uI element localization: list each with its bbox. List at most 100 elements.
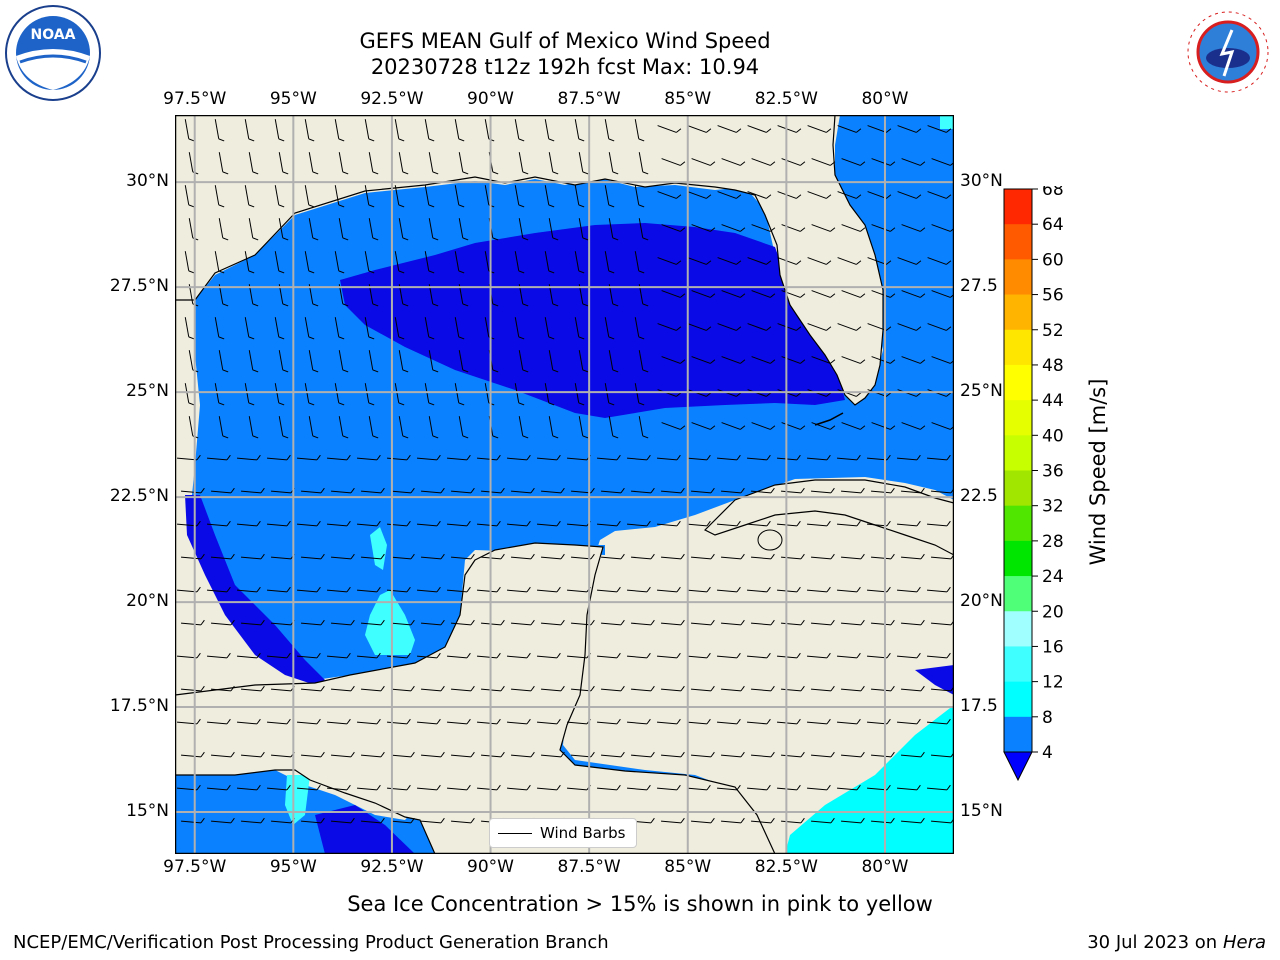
colorbar-segment-15 [1004, 716, 1032, 753]
wind-barb [214, 119, 225, 142]
x-tick-bottom-6: 82.5°W [754, 857, 818, 877]
wind-barb [871, 422, 896, 430]
wind-barb [506, 586, 531, 593]
wind-barb [896, 652, 921, 659]
wind-barb [450, 817, 475, 824]
wind-barb [690, 685, 715, 692]
wind-barb [574, 251, 585, 274]
wind-barb [604, 119, 615, 142]
wind-barb [926, 520, 951, 527]
wind-barb [266, 520, 291, 527]
wind-barb [184, 251, 195, 274]
wind-barb [180, 817, 205, 824]
wind-barb [360, 553, 385, 560]
wind-barb [716, 652, 741, 659]
wind-barb [476, 718, 501, 725]
wind-barb [536, 784, 561, 791]
wind-barb [398, 218, 409, 241]
wind-barb [836, 652, 861, 659]
wind-barb [386, 454, 411, 461]
wind-barb [424, 251, 435, 274]
low-wind-region-south [315, 805, 415, 854]
wind-barb [206, 454, 231, 461]
wind-barb [274, 185, 285, 208]
wind-barb [454, 251, 465, 274]
wind-barb [691, 158, 716, 166]
wind-barb [871, 158, 896, 166]
wind-barb [931, 356, 954, 364]
wind-barb [656, 652, 681, 659]
x-tick-bottom-1: 95°W [269, 857, 317, 877]
wind-barb [386, 718, 411, 725]
low-wind-region-north [340, 223, 845, 418]
wind-barb [638, 218, 649, 241]
colorbar-tick-label-9: 32 [1042, 497, 1064, 517]
wind-barb [476, 652, 501, 659]
wind-barb [428, 218, 439, 241]
wind-barb [926, 652, 951, 659]
footer-host: Hera [1222, 932, 1266, 953]
wind-barb [416, 718, 441, 725]
wind-barb [210, 553, 235, 560]
wind-barb [717, 257, 742, 265]
wind-barb [296, 784, 321, 791]
wind-barb [901, 158, 926, 166]
wind-barb [446, 520, 471, 527]
wind-barb [458, 218, 469, 241]
colorbar-segment-14 [1004, 681, 1032, 718]
wind-barb [506, 454, 531, 461]
wind-barb [368, 350, 379, 373]
wind-barb [296, 718, 321, 725]
wind-barb [356, 586, 381, 593]
wind-barb [841, 224, 866, 232]
isle-of-youth [757, 529, 783, 551]
wind-barb [356, 454, 381, 461]
wind-barb [394, 119, 405, 142]
wind-barb [356, 718, 381, 725]
wind-barb [901, 356, 926, 364]
wind-barb [570, 487, 595, 494]
colorbar-segment-10 [1004, 540, 1032, 577]
wind-barb [540, 619, 565, 626]
wind-barb [244, 251, 255, 274]
wind-barb [716, 454, 741, 461]
wind-barb [837, 323, 862, 331]
wind-barb [278, 218, 289, 241]
colorbar-tick-label-12: 20 [1042, 602, 1064, 622]
cyan-region-bay-campeche [365, 590, 415, 655]
wind-barb [518, 152, 529, 175]
wind-barb [454, 185, 465, 208]
wind-barb [810, 619, 835, 626]
wind-barb [638, 350, 649, 373]
wind-barb [210, 619, 235, 626]
wind-barb [540, 685, 565, 692]
wind-barb [721, 422, 746, 430]
wind-barb [747, 125, 772, 133]
wind-barb [386, 520, 411, 527]
wind-barb [716, 718, 741, 725]
wind-barb [368, 416, 379, 439]
wind-barb [896, 454, 921, 461]
wind-barb [296, 454, 321, 461]
wind-barb [806, 454, 831, 461]
wind-barb [871, 224, 896, 232]
wind-barb [897, 125, 922, 133]
y-tick-right-3: 22.5 [960, 486, 998, 507]
wind-barb [750, 685, 775, 692]
x-tick-top-4: 87.5°W [557, 89, 621, 109]
wind-barb [574, 185, 585, 208]
wind-barb [781, 224, 806, 232]
wind-barb [450, 685, 475, 692]
wind-barb [514, 317, 525, 340]
wind-barb [338, 152, 349, 175]
colorbar-tick-label-16: 4 [1042, 743, 1053, 763]
wind-barb [416, 520, 441, 527]
wind-barb [416, 454, 441, 461]
wind-barb [300, 619, 325, 626]
wind-barb [236, 718, 261, 725]
wind-barb [780, 619, 805, 626]
title-line-2: 20230728 t12z 192h fcst Max: 10.94 [370, 55, 760, 79]
wind-barb [781, 422, 806, 430]
wind-barb [476, 520, 501, 527]
wind-barb [686, 784, 711, 791]
